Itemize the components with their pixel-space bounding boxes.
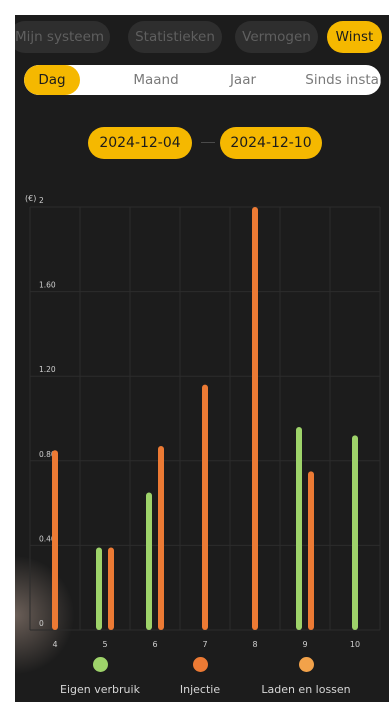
legend-dot-eigen-verbruik (92, 657, 108, 672)
tab-vermogen[interactable]: Vermogen (235, 21, 318, 53)
y-tick-label: 0.80 (39, 450, 56, 459)
y-tick-label: 0 (39, 619, 44, 628)
legend-dot-injectie (192, 657, 208, 672)
y-tick-label: 1.60 (39, 281, 56, 290)
x-tick-label: 7 (202, 640, 207, 649)
y-tick-label: 1.20 (39, 365, 56, 374)
top-tab-bar: Mijn systeem Statistieken Vermogen Winst (15, 21, 389, 53)
x-tick-label: 4 (52, 640, 57, 649)
app-screen: Mijn systeem Statistieken Vermogen Winst… (15, 15, 389, 702)
tab-statistieken[interactable]: Statistieken (128, 21, 222, 53)
winst-bar-chart: (€) 0 0.40 0.80 1.20 1.60 2 4 5 6 7 8 9 10 (25, 195, 381, 649)
bar-injectie-9 (308, 471, 314, 630)
date-start-button[interactable]: 2024-12-04 (88, 127, 192, 159)
bar-injectie-4 (52, 450, 58, 630)
bar-injectie-8 (252, 207, 258, 630)
legend-label-injectie: Injectie (179, 683, 221, 696)
period-tab-bar: Dag Maand Jaar Sinds instal (24, 65, 381, 95)
legend-eigen-verbruik[interactable]: Eigen verbruik (55, 657, 145, 696)
bar-eigen-verbruik-9 (296, 426, 302, 630)
period-tab-jaar[interactable]: Jaar (229, 72, 257, 88)
period-tab-dag[interactable]: Dag (24, 65, 80, 95)
legend-laden-en-lossen[interactable]: Laden en lossen (258, 657, 354, 696)
bar-eigen-verbruik-10 (352, 435, 358, 630)
bar-injectie-5 (108, 547, 114, 630)
x-tick-label: 9 (302, 640, 307, 649)
legend-label-laden-en-lossen: Laden en lossen (261, 683, 351, 696)
bar-injectie-6 (158, 445, 164, 630)
bar-eigen-verbruik-6 (146, 492, 152, 630)
legend-dot-laden-en-lossen (298, 657, 314, 672)
date-end-button[interactable]: 2024-12-10 (220, 127, 322, 159)
x-tick-label: 6 (152, 640, 157, 649)
legend-injectie[interactable]: Injectie (170, 657, 230, 696)
bar-injectie-7 (202, 384, 208, 630)
tab-mijn-systeem[interactable]: Mijn systeem (15, 21, 110, 53)
period-tab-sinds-installatie[interactable]: Sinds instal (305, 72, 381, 88)
y-tick-label: 0.40 (39, 534, 56, 543)
legend-label-eigen-verbruik: Eigen verbruik (60, 683, 140, 696)
y-axis-unit-label: (€) (25, 195, 36, 203)
x-tick-label: 5 (102, 640, 107, 649)
date-range-separator (201, 142, 215, 143)
bar-eigen-verbruik-5 (96, 547, 102, 630)
y-tick-label: 2 (39, 196, 44, 205)
tab-winst[interactable]: Winst (327, 21, 382, 53)
period-tab-maand[interactable]: Maand (133, 72, 179, 88)
x-tick-label: 8 (252, 640, 257, 649)
x-tick-label: 10 (350, 640, 360, 649)
